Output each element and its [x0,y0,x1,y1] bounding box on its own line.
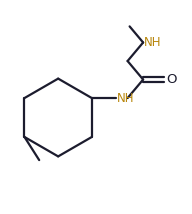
Text: NH: NH [144,36,162,49]
Text: NH: NH [117,92,135,105]
Text: O: O [167,73,177,86]
